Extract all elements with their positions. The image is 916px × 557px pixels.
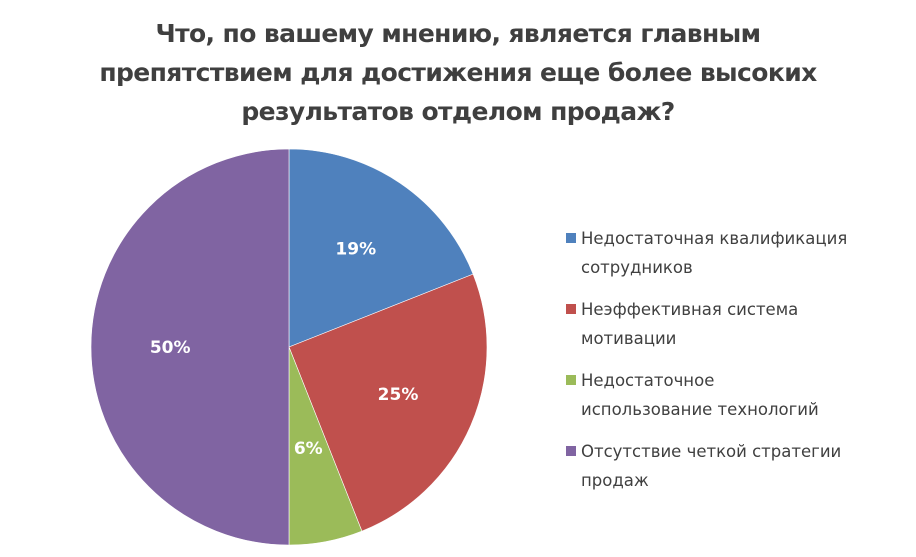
data-label: 6%	[294, 439, 323, 459]
slice-strategy	[90, 148, 290, 546]
pie-slices	[90, 148, 488, 546]
legend-label: Недостаточное использование технологий	[581, 371, 819, 419]
legend-item-motivation: Неэффективная система мотивации	[566, 295, 906, 353]
chart-title-line-2: препятствием для достижения еще более вы…	[99, 58, 817, 87]
data-label: 19%	[335, 240, 376, 260]
legend-swatch-green	[566, 375, 576, 385]
legend-label: Недостаточная квалификация сотрудников	[581, 229, 848, 277]
slice-qualification	[288, 148, 474, 348]
legend-label: Неэффективная система мотивации	[581, 300, 799, 348]
legend-swatch-blue	[566, 233, 576, 243]
legend-swatch-purple	[566, 446, 576, 456]
data-label: 25%	[378, 385, 419, 405]
data-label: 50%	[150, 338, 191, 358]
legend: Недостаточная квалификация сотрудников Н…	[566, 224, 906, 508]
chart-title: Что, по вашему мнению, является главным …	[0, 14, 916, 131]
slice-motivation	[288, 273, 488, 532]
chart-title-line-3: результатов отделом продаж?	[241, 97, 675, 126]
legend-item-technology: Недостаточное использование технологий	[566, 366, 906, 424]
legend-label: Отсутствие четкой стратегии продаж	[581, 442, 842, 490]
legend-item-strategy: Отсутствие четкой стратегии продаж	[566, 437, 906, 495]
pie-data-labels: 19% 25% 6% 50%	[150, 240, 419, 459]
legend-item-qualification: Недостаточная квалификация сотрудников	[566, 224, 906, 282]
legend-swatch-red	[566, 304, 576, 314]
chart-title-line-1: Что, по вашему мнению, является главным	[155, 19, 761, 48]
